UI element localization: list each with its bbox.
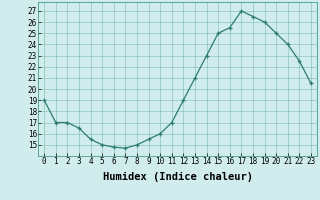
X-axis label: Humidex (Indice chaleur): Humidex (Indice chaleur) [103, 172, 252, 182]
